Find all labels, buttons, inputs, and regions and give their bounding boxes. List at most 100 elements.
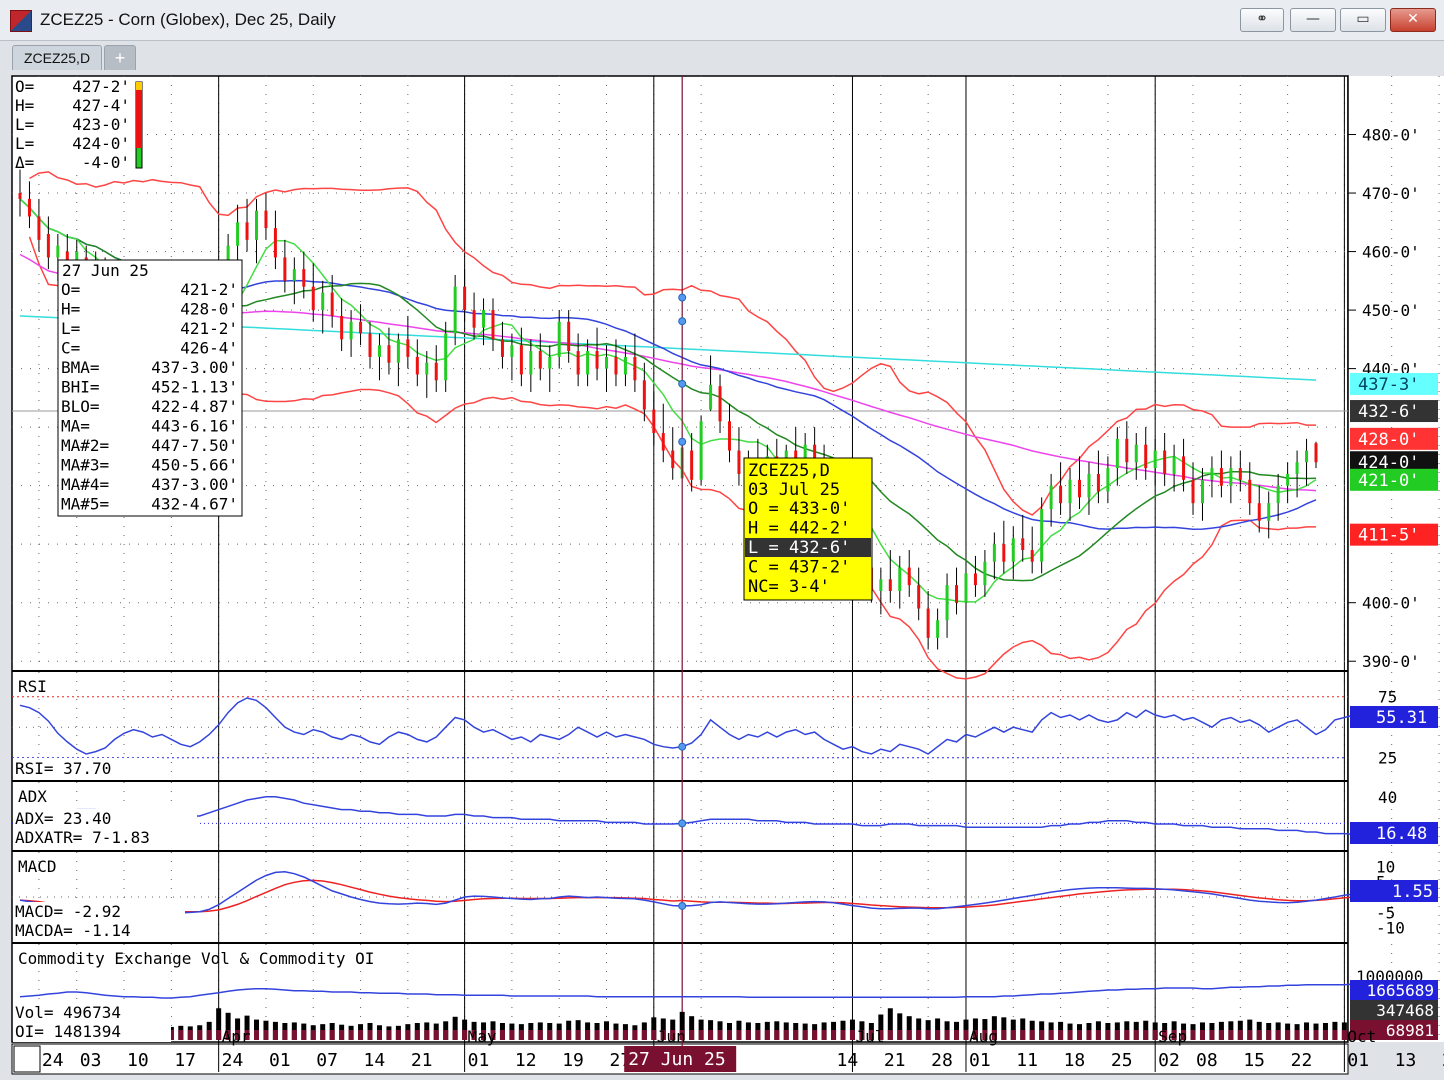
x-axis-date-label: 01 [1347,1050,1369,1071]
open-interest-bar [1209,1030,1215,1040]
x-axis-month-label: Apr [222,1027,251,1046]
candle-body [46,234,50,258]
candle-body [340,315,344,340]
open-interest-bar [736,1030,742,1040]
open-interest-bar [935,1030,941,1040]
open-interest-bar [585,1030,591,1040]
open-interest-bar [651,1030,657,1040]
candle-body [623,356,627,375]
volume-bar [698,1019,704,1040]
volume-bar [660,1018,666,1040]
candle-body [1295,462,1299,474]
rsi-tick-label: 25 [1378,749,1397,768]
candle-body [65,251,69,264]
candle-body [955,585,959,603]
open-interest-bar [622,1030,628,1040]
open-interest-bar [414,1030,420,1040]
hover-info-row: NC= 3-4' [748,577,830,597]
open-interest-bar [764,1030,770,1040]
open-interest-bar [925,1030,931,1040]
price-tick-label: 460-0' [1362,243,1420,262]
candle-body [1200,479,1204,504]
volume-bar [887,1008,893,1040]
open-interest-bar [272,1030,278,1040]
open-interest-bar [481,1030,487,1040]
volume-badge-label: 1665689 [1367,981,1434,1000]
candle-body [633,356,637,381]
candle-body [1125,438,1129,463]
open-interest-bar [235,1030,241,1040]
open-interest-bar [386,1030,392,1040]
hover-info-title: ZCEZ25,D [748,461,830,481]
hover-info-row: C = 437-2' [748,558,850,578]
open-interest-bar [462,1030,468,1040]
candle-body [500,339,504,357]
open-interest-bar [1256,1030,1262,1040]
close-button[interactable]: ✕ [1390,8,1436,32]
chart-area[interactable]: 480-0'470-0'460-0'450-0'440-0'400-0'390-… [0,72,1444,1080]
open-interest-bar [1162,1030,1168,1040]
volume-badge [1350,1020,1438,1040]
open-interest-bar [745,1030,751,1040]
candle-body [27,198,31,217]
open-interest-bar [1010,1030,1016,1040]
open-interest-bar [433,1030,439,1040]
ohlc-readout-key: Δ= [15,153,34,172]
open-interest-bar [1105,1030,1111,1040]
ohlc-readout-key: O= [15,77,34,96]
cursor-date-badge [624,1046,737,1072]
link-icon[interactable]: ⚭ [1240,8,1284,32]
bollinger-upper-line [29,171,1316,516]
open-interest-bar [859,1030,865,1040]
candle-body [690,450,694,480]
hover-info-row: L = 432-6' [748,538,850,558]
ohlc-readout-key: L= [15,134,34,153]
price-tick-label: 470-0' [1362,184,1420,203]
add-tab-button[interactable]: + [104,45,136,70]
study-values-box [57,259,243,517]
open-interest-bar [849,1030,855,1040]
candle-body [283,257,287,281]
tab-zcez25-daily[interactable]: ZCEZ25,D [12,45,102,70]
rsi-panel-label: RSI [18,677,47,696]
study-values-key: BMA= [61,358,100,377]
open-interest-bar [509,1030,515,1040]
rsi-badge-label: 55.31 [1376,708,1427,728]
macd-signal-line [19,879,1373,913]
volume-bar [1001,1017,1007,1040]
open-interest-bar [679,1030,685,1040]
minimize-button[interactable]: — [1290,8,1336,32]
x-axis-month-label: May [468,1027,497,1046]
candle-body [1153,450,1157,469]
open-interest-bar [793,1030,799,1040]
candle-body [56,245,60,258]
price-badge-label: 421-0' [1358,471,1419,491]
candle-body [1002,544,1006,562]
open-interest-bar [367,1030,373,1040]
open-interest-bar [812,1030,818,1040]
candle-body [1210,468,1214,480]
candle-body [1021,538,1025,551]
open-interest-bar [632,1030,638,1040]
price-badge [1350,427,1438,450]
open-interest-bar [547,1030,553,1040]
volume-badge [1350,1000,1438,1020]
open-interest-bar [1199,1030,1205,1040]
open-interest-bar [755,1030,761,1040]
price-badge [1350,451,1438,474]
open-interest-bar [301,1030,307,1040]
open-interest-bar [263,1030,269,1040]
candle-body [236,222,240,246]
open-interest-bar [1181,1030,1187,1040]
restore-button[interactable]: ▭ [1340,8,1386,32]
candle-body [661,432,665,451]
study-values-value: 447-7.50' [151,436,238,455]
study-values-key: MA#4= [61,475,109,494]
volume-bar [225,1012,231,1040]
candle-body [671,450,675,469]
volume-readout-box [13,1002,171,1042]
candle-body [1068,479,1072,504]
open-interest-bar [348,1030,354,1040]
candle-body [1172,456,1176,474]
volume-bar [897,1013,903,1040]
